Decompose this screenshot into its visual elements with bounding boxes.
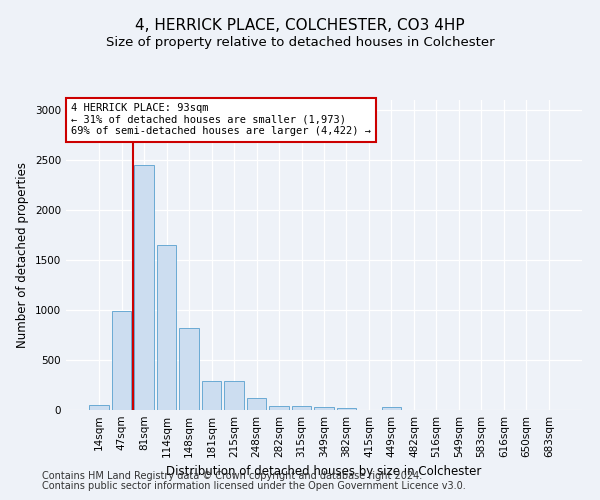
Bar — [157, 245, 176, 410]
Y-axis label: Number of detached properties: Number of detached properties — [16, 162, 29, 348]
Bar — [314, 407, 334, 410]
Bar — [202, 380, 221, 410]
Bar — [134, 165, 154, 410]
Text: 4 HERRICK PLACE: 93sqm
← 31% of detached houses are smaller (1,973)
69% of semi-: 4 HERRICK PLACE: 93sqm ← 31% of detached… — [71, 103, 371, 136]
Bar — [382, 407, 401, 410]
Text: Contains HM Land Registry data © Crown copyright and database right 2024.: Contains HM Land Registry data © Crown c… — [42, 471, 422, 481]
Bar — [112, 311, 131, 410]
Bar — [89, 405, 109, 410]
Bar — [247, 398, 266, 410]
Bar — [292, 406, 311, 410]
Text: Size of property relative to detached houses in Colchester: Size of property relative to detached ho… — [106, 36, 494, 49]
Bar — [337, 408, 356, 410]
Bar — [269, 406, 289, 410]
Text: Contains public sector information licensed under the Open Government Licence v3: Contains public sector information licen… — [42, 481, 466, 491]
Text: 4, HERRICK PLACE, COLCHESTER, CO3 4HP: 4, HERRICK PLACE, COLCHESTER, CO3 4HP — [135, 18, 465, 32]
Bar — [179, 328, 199, 410]
X-axis label: Distribution of detached houses by size in Colchester: Distribution of detached houses by size … — [166, 466, 482, 478]
Bar — [224, 380, 244, 410]
